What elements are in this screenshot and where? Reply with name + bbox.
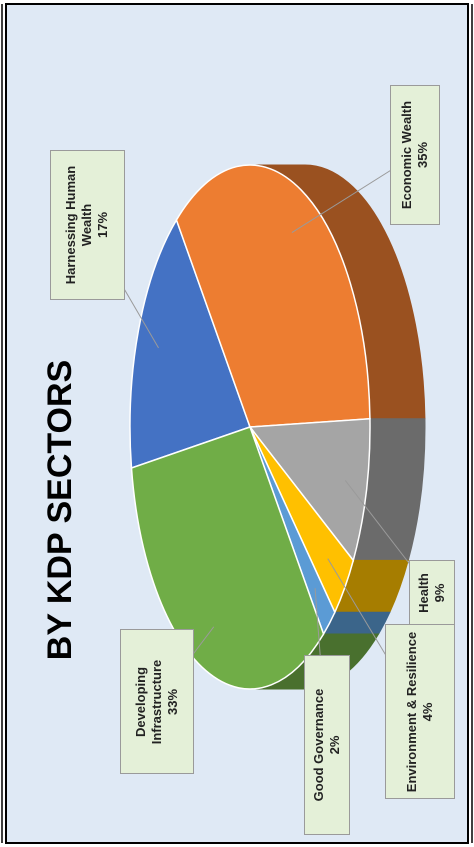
data-label: Economic Wealth 35% <box>390 85 440 225</box>
category-label: Good Governance <box>311 688 326 802</box>
slice <box>175 164 371 428</box>
value-label: 35% <box>415 141 430 169</box>
chart-title: BY KDP SECTORS <box>41 360 79 660</box>
value-label: 2% <box>327 735 342 755</box>
data-label-box: Harnessing Human Wealth 17% <box>49 150 125 300</box>
data-label: Health 9% <box>409 560 455 626</box>
value-label: 33% <box>165 688 180 716</box>
value-label: 4% <box>420 702 435 722</box>
data-label: Environment & Resilience 4% <box>385 624 455 800</box>
slice <box>248 417 371 563</box>
value-label: 9% <box>432 583 447 603</box>
slice <box>129 218 251 470</box>
data-label-box: Economic Wealth 35% <box>390 85 440 225</box>
data-label: Developing Infrastructure 33% <box>120 629 194 775</box>
data-label-box: Health 9% <box>409 560 455 626</box>
category-label: Economic Wealth <box>399 100 414 210</box>
category-label: Environment & Resilience <box>404 631 419 793</box>
category-label: Harnessing Human Wealth <box>63 165 94 285</box>
category-label: Health <box>416 573 431 613</box>
value-label: 17% <box>95 211 110 239</box>
data-label: Harnessing Human Wealth 17% <box>49 150 125 300</box>
data-label-box: Developing Infrastructure 33% <box>120 629 194 775</box>
data-label-box: Good Governance 2% <box>304 655 350 835</box>
slice <box>130 426 325 690</box>
data-label-box: Environment & Resilience 4% <box>385 624 455 800</box>
category-label: Developing Infrastructure <box>133 659 164 745</box>
rotated-content: BY KDP SECTORS Harnessing Human Wealth 17… <box>41 85 455 835</box>
data-label: Good Governance 2% <box>304 655 350 835</box>
